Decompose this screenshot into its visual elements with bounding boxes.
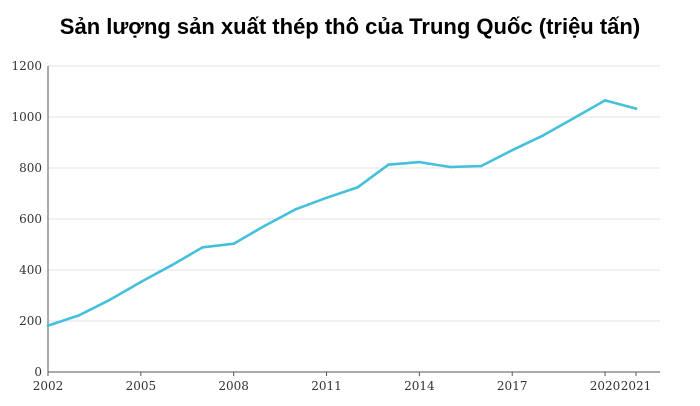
x-tick-label: 2005 (126, 379, 157, 393)
data-point (263, 224, 266, 228)
series-layer (46, 99, 638, 327)
data-point (77, 314, 81, 317)
y-tick-label: 0 (34, 365, 42, 379)
data-point (294, 208, 297, 211)
x-tick-label: 2002 (33, 379, 64, 393)
data-point (449, 165, 452, 169)
x-tick-label: 2008 (218, 379, 249, 393)
data-point (479, 164, 483, 168)
data-point (387, 163, 390, 166)
series-line (46, 99, 638, 327)
data-point (603, 99, 607, 102)
x-tick-label: 2011 (311, 379, 342, 393)
data-point (418, 160, 421, 164)
data-point (170, 263, 174, 267)
x-tick-label: 2020 (590, 379, 621, 393)
y-tick-label: 1000 (11, 110, 42, 124)
data-point (541, 134, 545, 137)
y-tick-label: 400 (19, 263, 42, 277)
y-tick-label: 200 (19, 314, 42, 328)
data-point (201, 246, 205, 249)
y-tick-label: 1200 (11, 59, 42, 73)
axis-layer (47, 66, 660, 376)
grid-layer (48, 65, 660, 322)
data-point (510, 148, 514, 152)
data-point (139, 280, 143, 284)
x-tick-label: 2017 (497, 379, 528, 393)
tick-label-layer: 0 200 400 600 800 1000 1200 2002 2005 2008 2011 201… (11, 59, 651, 393)
data-point (325, 196, 328, 200)
data-point (46, 324, 50, 327)
x-tick-label: 2014 (404, 379, 435, 393)
chart-title: Sản lượng sản xuất thép thô của Trung Qu… (59, 14, 641, 39)
data-point (232, 242, 235, 246)
y-tick-label: 800 (19, 161, 42, 175)
data-point (356, 186, 359, 189)
x-tick-label: 2021 (621, 379, 652, 393)
data-point (572, 116, 576, 120)
y-tick-label: 600 (19, 212, 42, 226)
data-point (108, 298, 112, 302)
data-point (634, 107, 638, 110)
